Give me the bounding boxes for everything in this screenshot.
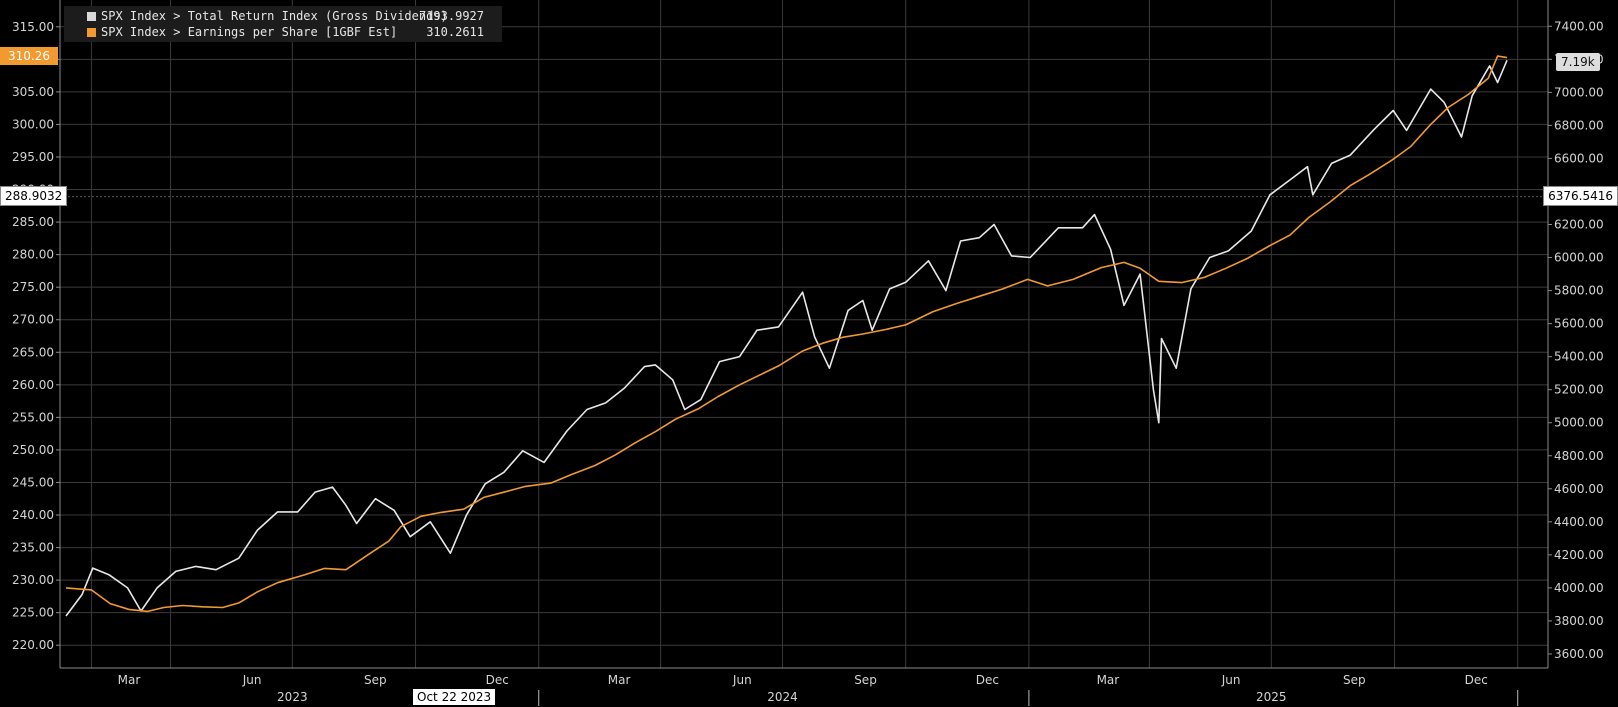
y-left-tick-label: 305.00 — [12, 85, 54, 99]
legend-item-total-return[interactable]: SPX Index > Total Return Index (Gross Di… — [64, 8, 502, 24]
y-left-tick-label: 235.00 — [12, 541, 54, 555]
y-left-tick-label: 315.00 — [12, 20, 54, 34]
legend-value: 310.2611 — [426, 25, 484, 39]
x-tick-label: Mar — [1097, 673, 1120, 687]
legend-label: SPX Index > Total Return Index (Gross Di… — [101, 9, 448, 23]
y-left-tick-label: 280.00 — [12, 248, 54, 262]
y-right-tick-label: 4200.00 — [1554, 548, 1604, 562]
y-left-tick-label: 245.00 — [12, 475, 54, 489]
y-right-tick-label: 6200.00 — [1554, 218, 1604, 232]
y-right-tick-label: 7400.00 — [1554, 19, 1604, 33]
y-right-tick-label: 4600.00 — [1554, 482, 1604, 496]
x-tick-label: Dec — [1465, 673, 1488, 687]
y-left-tick-label: 225.00 — [12, 606, 54, 620]
x-tick-label: Jun — [242, 673, 262, 687]
x-tick-label: Jun — [1221, 673, 1241, 687]
y-right-tick-label: 5600.00 — [1554, 317, 1604, 331]
y-left-tick-label: 240.00 — [12, 508, 54, 522]
x-year-label: 2024 — [767, 690, 798, 704]
y-left-tick-label: 265.00 — [12, 345, 54, 359]
x-year-label: 2023 — [277, 690, 308, 704]
y-right-tick-label: 5800.00 — [1554, 284, 1604, 298]
series-lines — [65, 55, 1508, 617]
y-left-tick-label: 275.00 — [12, 280, 54, 294]
y-left-tick-label: 255.00 — [12, 410, 54, 424]
series-line-total-return — [65, 59, 1508, 617]
legend: SPX Index > Total Return Index (Gross Di… — [64, 6, 502, 42]
y-right-tick-label: 5000.00 — [1554, 416, 1604, 430]
y-right-tick-label: 7000.00 — [1554, 85, 1604, 99]
legend-swatch-orange — [87, 28, 96, 37]
x-tick-label: Jun — [732, 673, 752, 687]
y-right-tick-label: 4000.00 — [1554, 581, 1604, 595]
crosshair-date-tag: Oct 22 2023 — [413, 689, 496, 705]
x-year-label: 2025 — [1256, 690, 1287, 704]
y-right-tick-label: 5200.00 — [1554, 383, 1604, 397]
crosshair-right-value: 6376.5416 — [1543, 186, 1618, 206]
y-left-tick-label: 300.00 — [12, 117, 54, 131]
y-left-tick-label: 230.00 — [12, 573, 54, 587]
x-tick-label: Sep — [364, 673, 387, 687]
y-left-tick-label: 285.00 — [12, 215, 54, 229]
x-tick-label: Sep — [1343, 673, 1366, 687]
y-right-tick-label: 5400.00 — [1554, 350, 1604, 364]
y-left-tick-label: 220.00 — [12, 638, 54, 652]
legend-swatch-white — [87, 12, 96, 21]
y-right-tick-label: 3800.00 — [1554, 614, 1604, 628]
axes: 220.00 225.00 230.00 235.00 240.00 245.00 250.… — [12, 0, 1604, 706]
legend-item-eps[interactable]: SPX Index > Earnings per Share [1GBF Est… — [64, 24, 502, 40]
y-right-tick-label: 4400.00 — [1554, 515, 1604, 529]
x-tick-label: Sep — [854, 673, 877, 687]
y-right-tick-label: 6600.00 — [1554, 151, 1604, 165]
legend-value: 7193.9927 — [418, 9, 484, 23]
eps-last-value-tag: 310.26 — [0, 47, 58, 65]
x-tick-label: Dec — [486, 673, 509, 687]
grid — [60, 0, 1548, 668]
series-line-eps — [65, 55, 1508, 613]
y-right-tick-label: 3600.00 — [1554, 647, 1604, 661]
x-tick-label: Dec — [976, 673, 999, 687]
y-left-tick-label: 260.00 — [12, 378, 54, 392]
y-right-tick-label: 4800.00 — [1554, 449, 1604, 463]
y-left-tick-label: 295.00 — [12, 150, 54, 164]
y-left-tick-label: 270.00 — [12, 313, 54, 327]
y-left-tick-label: 250.00 — [12, 443, 54, 457]
legend-label: SPX Index > Earnings per Share [1GBF Est… — [101, 25, 398, 39]
x-tick-label: Mar — [608, 673, 631, 687]
y-right-tick-label: 6000.00 — [1554, 251, 1604, 265]
spx-last-value-tag: 7.19k — [1556, 53, 1600, 71]
crosshair-left-value: 288.9032 — [0, 186, 68, 206]
y-right-tick-label: 6800.00 — [1554, 118, 1604, 132]
x-tick-label: Mar — [118, 673, 141, 687]
